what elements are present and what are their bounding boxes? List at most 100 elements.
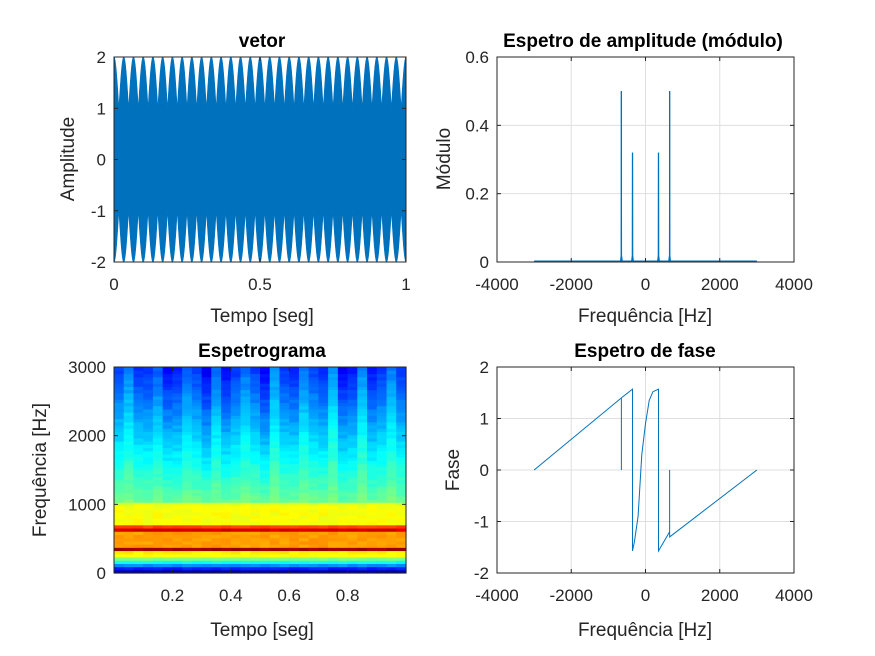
spectrogram-cell (376, 486, 388, 490)
spectrogram-cell (221, 498, 232, 503)
spectrogram-cell (328, 424, 339, 429)
spectrogram-cell (298, 544, 310, 548)
spectrogram-cell (328, 473, 339, 478)
spectrogram-cell (114, 421, 125, 426)
spectrogram-cell (318, 531, 329, 535)
spectrogram-cell (357, 373, 368, 378)
spectrogram-cell (201, 421, 212, 426)
spectrogram-cell (347, 418, 358, 423)
spectrogram-cell (123, 463, 135, 468)
spectrogram-cell (191, 447, 203, 452)
spectrogram-cell (318, 476, 329, 481)
spectrogram-cell (162, 524, 173, 529)
spectrogram-cell (318, 560, 329, 564)
spectrogram-cell (211, 495, 222, 500)
spectrogram-cell (143, 547, 154, 552)
spectrogram-cell (123, 534, 135, 539)
spectrogram-cell (114, 408, 125, 413)
spectrogram-cell (308, 527, 319, 532)
spectrogram-cell (367, 444, 378, 449)
spectrogram-cell (337, 450, 349, 455)
spectrogram-cell (328, 434, 339, 439)
spectrogram-cell (260, 566, 271, 571)
spectrogram-cell (172, 544, 183, 548)
spectrogram-cell (337, 482, 349, 487)
spectrogram-cell (308, 531, 319, 535)
spectrogram-cell (318, 392, 329, 397)
spectrogram-cell (260, 431, 271, 436)
spectrogram-cell (123, 511, 135, 516)
spectrogram-cell (211, 534, 222, 539)
spectrogram-cell (337, 553, 349, 558)
spectrogram-cell (172, 460, 183, 465)
spectrogram-cell (133, 383, 144, 387)
spectrogram-cell (386, 470, 397, 474)
spectrogram-cell (386, 534, 397, 539)
spectrogram-cell (143, 447, 154, 452)
spectrogram-cell (328, 418, 339, 423)
spectrogram-cell (337, 534, 349, 539)
spectrogram-cell (240, 457, 251, 461)
spectrogram-cell (269, 392, 281, 397)
spectrogram-cell (337, 434, 349, 439)
spectrogram-cell (123, 563, 135, 568)
spectrogram-cell (308, 447, 319, 452)
spectrogram-cell (201, 502, 212, 507)
spectrogram-cell (347, 447, 358, 452)
spectrogram-cell (376, 569, 388, 574)
amplitude-spectrum-xlabel: Frequência [Hz] (578, 306, 712, 327)
spectrogram-cell (289, 553, 300, 558)
spectrogram-cell (298, 399, 310, 404)
spectrogram-cell (152, 518, 164, 523)
spectrogram-cell (308, 431, 319, 436)
spectrogram-cell (162, 473, 173, 478)
spectrogram-cell (328, 531, 339, 535)
spectrogram-cell (318, 457, 329, 461)
spectrogram-cell (182, 537, 193, 542)
vetor-xtick-label: 0.5 (248, 275, 272, 294)
spectrogram-cell (357, 447, 368, 452)
spectrogram-cell (240, 495, 251, 500)
spectrogram-cell (260, 508, 271, 513)
spectrogram-cell (123, 550, 135, 555)
spectrogram-cell (289, 492, 300, 497)
spectrogram-cell (328, 511, 339, 516)
spectrogram-cell (328, 489, 339, 494)
spectrogram-cell (289, 431, 300, 436)
spectrogram-cell (240, 447, 251, 452)
spectrogram-cell (328, 392, 339, 397)
spectrogram-cell (143, 402, 154, 407)
spectrogram-cell (298, 431, 310, 436)
spectrogram-cell (201, 515, 212, 519)
spectrogram-cell (386, 486, 397, 490)
spectrogram-cell (143, 527, 154, 532)
spectrogram-cell (347, 518, 358, 523)
spectrogram-cell (396, 463, 407, 468)
spectrogram-cell (152, 540, 164, 545)
spectrogram-cell (337, 476, 349, 481)
spectrogram-cell (298, 476, 310, 481)
spectrogram-cell (143, 479, 154, 484)
spectrogram-cell (172, 527, 183, 532)
spectrogram-cell (328, 376, 339, 381)
spectrogram-cell (376, 508, 388, 513)
spectrogram-cell (211, 379, 222, 384)
spectrogram-cell (211, 460, 222, 465)
spectrogram-cell (269, 389, 281, 394)
spectrogram-cell (298, 505, 310, 510)
spectrogram-cell (289, 418, 300, 423)
spectrogram-cell (318, 383, 329, 387)
spectrogram-cell (114, 402, 125, 407)
spectrogram-cell (201, 399, 212, 404)
spectrogram-cell (230, 405, 242, 410)
spectrogram-cell (114, 531, 125, 535)
spectrogram-cell (133, 563, 144, 568)
spectrogram-cell (162, 428, 173, 432)
spectrogram-cell (123, 492, 135, 497)
spectrogram-cell (191, 547, 203, 552)
spectrogram-cell (298, 437, 310, 442)
spectrogram-cell (250, 418, 261, 423)
spectrogram-cell (260, 395, 271, 400)
spectrogram-cell (133, 521, 144, 526)
spectrogram-cell (172, 386, 183, 391)
